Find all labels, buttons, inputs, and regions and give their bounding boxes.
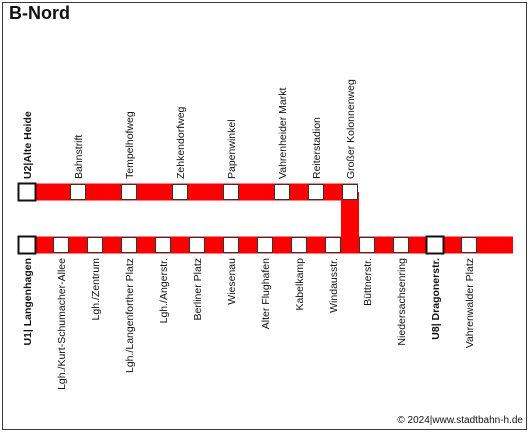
upper-line-track xyxy=(19,183,358,201)
lower-stop-u8-dragonerstr xyxy=(425,235,445,255)
copyright-notice: © 2024|www.stadtbahn-h.de xyxy=(397,415,523,426)
lower-label-lgh-angerstr: Lgh./Angerstr. xyxy=(158,258,170,323)
lower-label-u1-langenhagen: U1| Langenhagen xyxy=(22,258,34,346)
upper-stop-tempelhofweg xyxy=(121,184,137,200)
lower-stop-u1-langenhagen xyxy=(17,235,37,255)
upper-label-großer-kolonnenweg: Großer Kolonnenweg xyxy=(345,79,357,179)
upper-stop-reiterstadion xyxy=(308,184,324,200)
upper-label-tempelhofweg: Tempelhofweg xyxy=(124,111,136,179)
upper-stop-bahnstrift xyxy=(70,184,86,200)
lower-stop-vahrenwalder-platz xyxy=(461,237,477,253)
lower-label-lgh-langenforther-platz: Lgh./Langenforther Platz xyxy=(124,258,136,373)
upper-label-vahrenheider-markt: Vahrenheider Markt xyxy=(277,87,289,179)
upper-label-zehkendorfweg: Zehkendorfweg xyxy=(175,106,187,179)
lower-label-vahrenwalder-platz: Vahrenwalder Platz xyxy=(464,258,476,348)
lower-label-niedersachsenring: Niedersachsenring xyxy=(396,258,408,346)
lower-label-büttnerstr: Büttnerstr. xyxy=(362,258,374,306)
lower-stop-lgh-kurt-schumacher-allee xyxy=(53,237,69,253)
station-markers xyxy=(17,182,477,255)
lower-label-u8-dragonerstr: U8| Dragonerstr. xyxy=(430,258,442,340)
station-labels: U2|Alte Heide Bahnstrift Tempelhofweg Zehke… xyxy=(22,79,476,390)
lower-stop-lgh-angerstr xyxy=(155,237,171,253)
lower-stop-kabelkamp xyxy=(291,237,307,253)
lower-label-wiesenau: Wiesenau xyxy=(226,258,238,305)
upper-label-reiterstadion: Reiterstadion xyxy=(311,117,323,179)
lower-label-lgh-kurt-schumacher-allee: Lgh./Kurt-Schumacher-Allee xyxy=(56,258,68,390)
lower-stop-niedersachsenring xyxy=(393,237,409,253)
upper-stop-vahrenheider-markt xyxy=(274,184,290,200)
lower-label-kabelkamp: Kabelkamp xyxy=(294,258,306,311)
connector-track xyxy=(341,192,359,245)
upper-label-papenwinkel: Papenwinkel xyxy=(226,119,238,179)
upper-stop-u2-alte-heide xyxy=(17,182,37,202)
lower-label-lgh-zentrum: Lgh./Zentrum xyxy=(90,258,102,321)
lower-stop-alter-flughafen xyxy=(257,237,273,253)
upper-stop-großer-kolonnenweg xyxy=(342,184,358,200)
lower-stop-lgh-zentrum xyxy=(87,237,103,253)
upper-stop-papenwinkel xyxy=(223,184,239,200)
upper-stop-zehkendorfweg xyxy=(172,184,188,200)
lower-stop-berliner-platz xyxy=(189,237,205,253)
diagram-title: B-Nord xyxy=(9,3,70,23)
lower-stop-büttnerstr xyxy=(359,237,375,253)
upper-label-bahnstrift: Bahnstrift xyxy=(73,135,85,179)
diagram-frame xyxy=(2,2,527,430)
lower-stop-lgh-langenforther-platz xyxy=(121,237,137,253)
lower-stop-wiesenau xyxy=(223,237,239,253)
upper-label-u2-alte-heide: U2|Alte Heide xyxy=(22,111,34,179)
lower-label-alter-flughafen: Alter Flughafen xyxy=(260,258,272,329)
lower-label-windausstr: Windausstr. xyxy=(328,258,340,313)
lower-stop-windausstr xyxy=(325,237,341,253)
lower-label-berliner-platz: Berliner Platz xyxy=(192,258,204,320)
